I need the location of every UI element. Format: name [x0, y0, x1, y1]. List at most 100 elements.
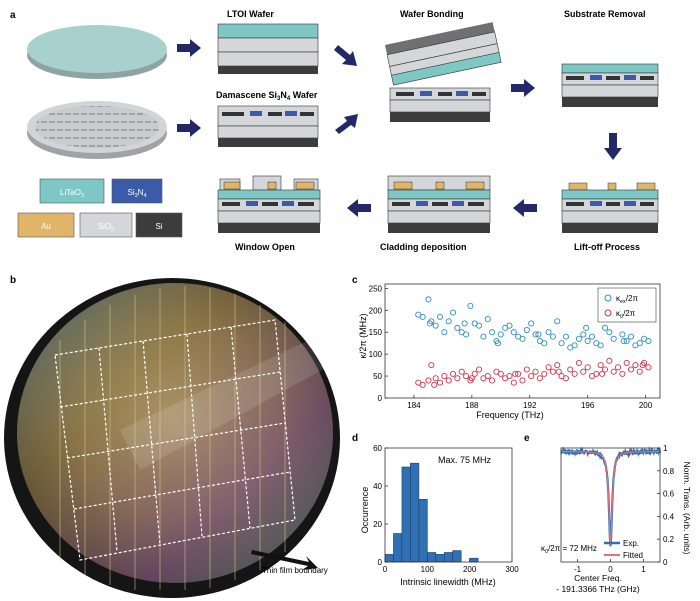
panel-label-b: b: [10, 275, 16, 286]
chart-c-point-ex: [610, 335, 617, 342]
chart-c-xtick-label: 196: [581, 401, 595, 410]
chart-c-point-ex: [489, 329, 496, 336]
chart-d-xlabel: Intrinsic linewidth (MHz): [400, 577, 496, 587]
ltoi-wafer-title: LTOI Wafer: [227, 9, 274, 19]
chart-c-point-ex: [419, 313, 426, 320]
chart-c-point-0: [515, 370, 522, 377]
cladding-title: Cladding deposition: [380, 242, 467, 252]
chart-c-point-0: [584, 364, 591, 371]
chart-c-point-0: [445, 377, 452, 384]
chart-c-point-0: [601, 366, 609, 373]
dashed-die-grid: [54, 319, 296, 561]
chart-c-point-ex: [535, 331, 542, 338]
chart-c-point-0: [567, 366, 574, 373]
chart-d-bar: [410, 462, 420, 563]
chart-c-point-0: [554, 362, 561, 369]
chart-c-point-ex: [580, 331, 587, 338]
thin-film-boundary-label: Thin film boundary: [262, 566, 328, 575]
chart-c-point-0: [510, 379, 517, 386]
chart-c-xtick-label: 192: [523, 401, 537, 410]
chart-c-point-0: [549, 368, 556, 375]
chart-e-ytick-label: 0.4: [663, 512, 675, 521]
chart-c-xtick-label: 184: [407, 401, 421, 410]
chart-c-ytick-label: 200: [369, 306, 383, 315]
chart-c-point-0: [458, 368, 465, 375]
chart-c-point-ex: [449, 309, 457, 316]
chart-c-point-ex: [575, 335, 582, 342]
chart-c-ytick-label: 250: [369, 284, 383, 293]
chart-c-point-ex: [554, 318, 561, 325]
chart-d-bar: [427, 552, 437, 563]
chart-e-exp-line: [560, 446, 662, 547]
chart-c-point-ex: [523, 326, 530, 334]
legend-litao3-swatch: [39, 178, 105, 204]
chart-e-ytick-label: 0: [663, 558, 668, 567]
panel-label-c: c: [352, 275, 358, 286]
chart-c-point-ex: [445, 318, 452, 325]
chart-c-legend: κex/2π κ0/2π: [597, 287, 657, 323]
chart-c-point-ex: [619, 331, 626, 338]
chart-c-point-0: [545, 364, 552, 371]
chart-c-point-ex: [432, 322, 439, 329]
chart-c-point-0: [536, 375, 543, 382]
chart-d: 0 100 200 300 0 20 40 60: [373, 444, 519, 574]
legend-sio2-swatch: [79, 212, 133, 238]
chart-c-point-0: [489, 377, 496, 384]
ltoi-wafer-disc: [27, 25, 167, 79]
chart-c-point-0: [449, 370, 457, 377]
chart-c-point-ex: [532, 331, 539, 338]
substrate-removal-title: Substrate Removal: [564, 9, 646, 19]
panel-label-d: d: [352, 433, 358, 444]
chart-c-point-0: [632, 362, 639, 369]
chart-e-ytick-label: 0.2: [663, 535, 675, 544]
chart-c-xtick-label: 188: [465, 401, 479, 410]
chart-d-bar: [401, 466, 411, 563]
chart-c-ytick-label: 0: [378, 394, 383, 403]
chart-e-xtick-label: -1: [574, 565, 582, 574]
chart-c-point-0: [471, 370, 478, 377]
chart-d-bar: [393, 533, 403, 563]
chart-c-point-ex: [601, 324, 609, 331]
chart-c-point-0: [512, 370, 519, 377]
process-arrows: [177, 39, 622, 217]
chart-c-point-ex: [620, 337, 627, 345]
legend-si3n4-swatch: [111, 178, 163, 204]
chart-c-point-ex: [645, 337, 652, 345]
chart-c-point-0: [425, 377, 432, 384]
chart-c-point-ex: [467, 302, 474, 309]
chart-e-ylabel: Norm. Trans. (Arb. units): [682, 461, 692, 554]
chart-e-fit-line: [561, 450, 660, 545]
chart-c-point-ex: [519, 335, 526, 342]
chart-d-annotation: Max. 75 MHz: [438, 455, 492, 465]
chart-c-point-0: [454, 375, 461, 382]
panel-label-a: a: [10, 10, 16, 21]
legend-si3n4-label: Si3N4: [127, 188, 146, 199]
chart-e: -1 0 1 0 0.2 0.4 0.6 0.8 1: [560, 444, 675, 574]
chart-c-point-0: [639, 362, 646, 369]
chart-c-point-0: [593, 370, 600, 377]
chart-c-point-0: [555, 368, 562, 375]
chart-c-point-0: [497, 370, 504, 377]
chart-c-point-0: [476, 366, 483, 373]
chart-e-legend: Exp. Fitted: [604, 539, 643, 560]
chart-c-point-ex: [494, 340, 501, 347]
chart-c-point-ex: [454, 324, 461, 331]
chart-d-ytick-label: 40: [373, 482, 382, 491]
chart-c-point-0: [523, 366, 530, 373]
damascene-title: Damascene Si3N4 Wafer: [216, 90, 318, 102]
bonding-bottom-stack: [389, 87, 491, 122]
chart-c-point-ex: [562, 333, 569, 340]
chart-c: 184 188 192 196 200 0 50 100 150 200 250: [369, 283, 661, 410]
chart-d-frame: [384, 447, 513, 563]
chart-d-bar: [443, 552, 454, 563]
chart-d-xtick-label: 100: [421, 565, 435, 574]
chart-d-bar: [469, 557, 479, 563]
chart-c-point-0: [506, 373, 513, 380]
chart-c-point-ex: [463, 331, 470, 338]
lift-off-title: Lift-off Process: [574, 242, 640, 252]
chart-c-point-0: [431, 381, 438, 388]
window-open-title: Window Open: [235, 242, 295, 252]
damascene-stack: [217, 105, 319, 147]
legend-fitted: Fitted: [623, 551, 643, 560]
chart-c-point-ex: [558, 340, 565, 347]
